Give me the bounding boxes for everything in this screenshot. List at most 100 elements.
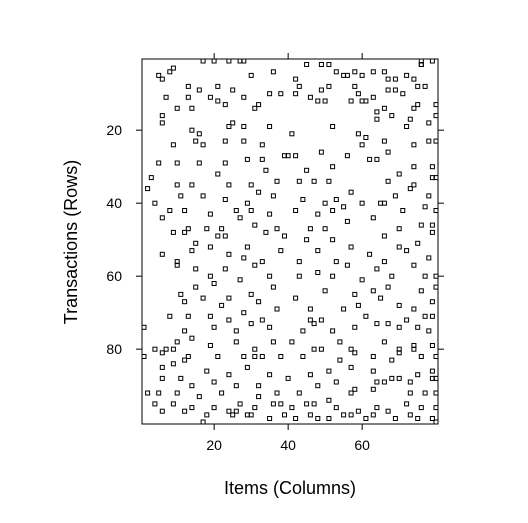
data-point bbox=[326, 62, 332, 67]
data-point bbox=[204, 226, 210, 232]
data-point bbox=[222, 102, 228, 108]
data-point bbox=[396, 171, 402, 177]
data-point bbox=[259, 354, 265, 359]
data-point bbox=[296, 259, 302, 265]
data-point bbox=[407, 379, 413, 385]
data-point bbox=[237, 401, 243, 407]
data-point bbox=[296, 83, 302, 89]
data-point bbox=[330, 273, 336, 279]
data-point bbox=[355, 408, 361, 414]
data-point bbox=[226, 124, 232, 129]
data-point bbox=[237, 215, 243, 221]
data-point bbox=[381, 259, 387, 265]
data-point bbox=[374, 321, 380, 327]
data-point bbox=[267, 211, 273, 217]
data-point bbox=[233, 408, 239, 414]
data-point bbox=[244, 244, 250, 250]
data-point bbox=[348, 189, 354, 195]
data-point bbox=[219, 390, 225, 396]
data-point bbox=[330, 124, 336, 129]
data-point bbox=[207, 94, 213, 100]
data-point bbox=[259, 142, 265, 148]
data-point bbox=[322, 200, 328, 206]
data-point bbox=[233, 328, 239, 334]
data-point bbox=[315, 98, 321, 104]
data-point bbox=[282, 412, 287, 418]
data-point bbox=[359, 72, 365, 78]
data-point bbox=[222, 233, 228, 239]
data-point bbox=[148, 175, 154, 181]
data-point bbox=[237, 277, 243, 283]
data-point bbox=[215, 233, 221, 239]
data-point bbox=[226, 372, 232, 378]
data-point bbox=[370, 215, 376, 221]
data-point bbox=[418, 354, 424, 359]
data-point bbox=[267, 324, 273, 330]
x-tick-label: 40 bbox=[280, 437, 296, 453]
data-point bbox=[270, 401, 276, 407]
data-point bbox=[407, 412, 413, 418]
data-point bbox=[370, 288, 376, 294]
data-point bbox=[318, 62, 324, 67]
data-point bbox=[348, 244, 354, 250]
data-point bbox=[381, 339, 387, 345]
data-point bbox=[189, 405, 195, 411]
data-point bbox=[182, 229, 188, 235]
data-point bbox=[174, 390, 180, 396]
data-point bbox=[267, 372, 273, 378]
data-point bbox=[404, 72, 410, 78]
data-point bbox=[352, 69, 358, 75]
data-point bbox=[256, 189, 262, 195]
data-point bbox=[241, 94, 247, 100]
data-point bbox=[156, 390, 162, 396]
data-point bbox=[374, 379, 380, 385]
data-point bbox=[285, 153, 291, 159]
data-point bbox=[233, 208, 239, 213]
data-point bbox=[252, 346, 258, 352]
data-point bbox=[226, 182, 232, 188]
data-point bbox=[307, 412, 313, 418]
data-point bbox=[289, 131, 295, 137]
data-point bbox=[263, 229, 269, 235]
data-point bbox=[193, 138, 199, 144]
data-point bbox=[185, 226, 191, 232]
data-point bbox=[248, 412, 254, 418]
data-point bbox=[159, 375, 165, 381]
data-point bbox=[404, 317, 410, 323]
data-point bbox=[318, 87, 324, 93]
data-point bbox=[433, 113, 439, 119]
data-point bbox=[256, 383, 262, 389]
data-point bbox=[315, 383, 321, 389]
data-point bbox=[407, 116, 413, 122]
data-point bbox=[215, 98, 221, 104]
data-point bbox=[256, 102, 262, 108]
data-point bbox=[189, 182, 195, 188]
data-point bbox=[348, 412, 354, 418]
data-point bbox=[244, 200, 250, 206]
data-point bbox=[411, 76, 417, 82]
data-point bbox=[252, 222, 258, 228]
data-point bbox=[396, 302, 402, 308]
data-point bbox=[322, 98, 328, 104]
data-point bbox=[304, 401, 310, 407]
y-axis-ticks: 20 40 60 80 bbox=[106, 122, 444, 357]
data-point bbox=[189, 383, 195, 389]
data-point bbox=[274, 178, 280, 184]
data-point bbox=[381, 138, 387, 144]
data-point bbox=[163, 94, 169, 100]
data-point bbox=[429, 229, 435, 235]
data-point bbox=[222, 197, 228, 202]
data-point bbox=[330, 208, 336, 213]
data-point bbox=[170, 65, 176, 71]
data-point bbox=[422, 273, 428, 279]
data-point bbox=[259, 317, 265, 323]
data-point bbox=[307, 94, 313, 100]
data-point bbox=[355, 91, 361, 97]
data-point bbox=[196, 87, 202, 93]
data-point bbox=[422, 390, 428, 396]
data-point bbox=[300, 197, 306, 202]
data-point bbox=[411, 182, 417, 188]
data-point bbox=[355, 302, 361, 308]
data-point bbox=[200, 295, 206, 301]
data-point bbox=[274, 306, 280, 312]
